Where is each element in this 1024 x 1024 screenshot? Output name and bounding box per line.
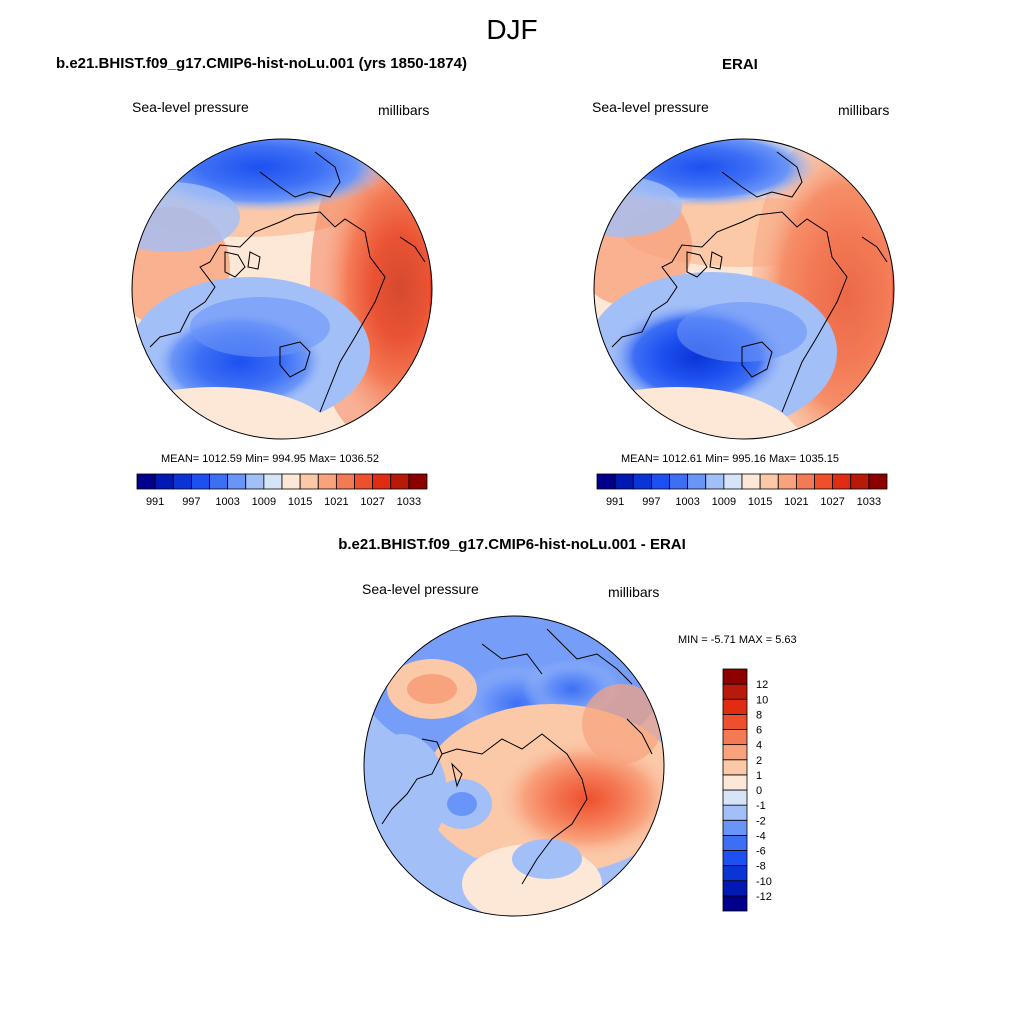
- panel-2-variable-label: Sea-level pressure: [592, 99, 709, 115]
- panel-2-units-label: millibars: [838, 102, 890, 118]
- panel-3-colorbar-tick-label: -8: [756, 861, 766, 873]
- panel-3-colorbar-color-box: [722, 759, 748, 776]
- panel-3-title: b.e21.BHIST.f09_g17.CMIP6-hist-noLu.001 …: [338, 536, 686, 553]
- panel-1-colorbar-color-box: [317, 473, 337, 490]
- panel-3-colorbar-color-box: [722, 774, 748, 791]
- panel-1-colorbar-tick-label: 1027: [360, 496, 384, 508]
- panel-1-colorbar-color-box: [245, 473, 265, 490]
- panel-3-colorbar-tick-label: 12: [756, 679, 768, 691]
- panel-1-colorbar-color-box: [372, 473, 392, 490]
- panel-1-colorbar-color-box: [209, 473, 229, 490]
- panel-3-colorbar-color-box: [722, 729, 748, 746]
- panel-2-stats: MEAN= 1012.61 Min= 995.16 Max= 1035.15: [621, 453, 840, 465]
- panel-1-colorbar-tick-label: 997: [182, 496, 200, 508]
- panel-2-colorbar-color-box: [687, 473, 707, 490]
- panel-3-colorbar-tick-label: 0: [756, 785, 762, 797]
- panel-3-colorbar-color-box: [722, 668, 748, 685]
- panel-1-title: b.e21.BHIST.f09_g17.CMIP6-hist-noLu.001 …: [56, 55, 467, 72]
- panel-1-colorbar-color-box: [390, 473, 410, 490]
- panel-3-colorbar-color-box: [722, 804, 748, 821]
- panel-2-colorbar-color-box: [814, 473, 834, 490]
- panel-1-colorbar-tick-label: 991: [146, 496, 164, 508]
- panel-3-colorbar-tick-label: 2: [756, 755, 762, 767]
- panel-1-colorbar-color-box: [335, 473, 355, 490]
- panel-3-colorbar-tick-label: -4: [756, 830, 766, 842]
- panel-3-colorbar-color-box: [722, 895, 748, 912]
- panel-2-colorbar-color-box: [669, 473, 689, 490]
- panel-2-colorbar-color-box: [632, 473, 652, 490]
- panel-1-colorbar-color-box: [227, 473, 247, 490]
- panel-2-colorbar-color-box: [705, 473, 725, 490]
- panel-2-colorbar-tick-label: 1009: [712, 496, 736, 508]
- panel-3-polar-map: [363, 615, 665, 917]
- panel-1-colorbar-color-box: [281, 473, 301, 490]
- panel-1-stats: MEAN= 1012.59 Min= 994.95 Max= 1036.52: [161, 453, 380, 465]
- panel-3-colorbar-tick-label: 1: [756, 770, 762, 782]
- panel-1-colorbar-tick-label: 1033: [397, 496, 421, 508]
- panel-3-colorbar-color-box: [722, 789, 748, 806]
- panel-3-colorbar-tick-label: -12: [756, 891, 772, 903]
- panel-3-colorbar-color-box: [722, 744, 748, 761]
- panel-1-colorbar-color-box: [154, 473, 174, 490]
- panel-2-colorbar-tick-label: 1027: [820, 496, 844, 508]
- panel-3-colorbar-tick-label: -10: [756, 876, 772, 888]
- panel-3-colorbar-color-box: [722, 698, 748, 715]
- panel-3-variable-label: Sea-level pressure: [362, 581, 479, 597]
- panel-3-stats: MIN = -5.71 MAX = 5.63: [678, 634, 797, 646]
- panel-2-colorbar-color-box: [614, 473, 634, 490]
- panel-1-colorbar-color-box: [299, 473, 319, 490]
- panel-3-colorbar-color-box: [722, 819, 748, 836]
- panel-3-colorbar-color-box: [722, 713, 748, 730]
- panel-3-colorbar-color-box: [722, 880, 748, 897]
- panel-1-units-label: millibars: [378, 102, 430, 118]
- panel-3-colorbar-tick-label: 8: [756, 709, 762, 721]
- panel-3-colorbar-tick-label: 6: [756, 725, 762, 737]
- panel-2-colorbar-tick-label: 997: [642, 496, 660, 508]
- panel-1-colorbar-color-box: [172, 473, 192, 490]
- panel-2-colorbar: 991 997 1003 1009 1015 1021 1027 1033: [596, 473, 888, 508]
- panel-1-colorbar-color-box: [190, 473, 210, 490]
- panel-3-units-label: millibars: [608, 584, 660, 600]
- panel-2-colorbar-tick-label: 1003: [675, 496, 699, 508]
- panel-1-colorbar-tick-label: 1009: [252, 496, 276, 508]
- panel-2-colorbar-color-box: [832, 473, 852, 490]
- panel-3-colorbar-tick-label: 4: [756, 740, 762, 752]
- panel-1-colorbar-color-box: [136, 473, 156, 490]
- panel-1-colorbar-tick-label: 1015: [288, 496, 312, 508]
- panel-1-colorbar-tick-label: 1021: [324, 496, 348, 508]
- panel-2-colorbar-tick-label: 991: [606, 496, 624, 508]
- panel-3-colorbar-tick-label: 10: [756, 694, 768, 706]
- panel-2-colorbar-color-box: [868, 473, 888, 490]
- panel-2-colorbar-color-box: [777, 473, 797, 490]
- panel-2-colorbar-tick-label: 1015: [748, 496, 772, 508]
- panel-1-colorbar: 991 997 1003 1009 1015 1021 1027 1033: [136, 473, 428, 508]
- panel-3-colorbar-color-box: [722, 850, 748, 867]
- panel-1-polar-map: [131, 138, 433, 440]
- panel-2-polar-map: [593, 138, 895, 440]
- panel-1-colorbar-color-box: [263, 473, 283, 490]
- panel-3-colorbar-tick-label: -2: [756, 815, 766, 827]
- panel-3-colorbar-color-box: [722, 683, 748, 700]
- panel-3-colorbar-color-box: [722, 834, 748, 851]
- panel-2-title: ERAI: [722, 56, 758, 73]
- panel-3-colorbar-tick-label: -6: [756, 846, 766, 858]
- panel-2-colorbar-color-box: [723, 473, 743, 490]
- panel-2-colorbar-tick-label: 1033: [857, 496, 881, 508]
- panel-2-colorbar-color-box: [759, 473, 779, 490]
- panel-1-colorbar-tick-label: 1003: [215, 496, 239, 508]
- panel-3-colorbar-color-box: [722, 865, 748, 882]
- panel-1-colorbar-color-box: [354, 473, 374, 490]
- panel-2-colorbar-color-box: [850, 473, 870, 490]
- panel-2-colorbar-color-box: [795, 473, 815, 490]
- panel-2-colorbar-color-box: [596, 473, 616, 490]
- panel-2-colorbar-color-box: [741, 473, 761, 490]
- figure-title: DJF: [486, 14, 538, 45]
- panel-2-colorbar-color-box: [650, 473, 670, 490]
- panel-1-variable-label: Sea-level pressure: [132, 99, 249, 115]
- panel-1-colorbar-color-box: [408, 473, 428, 490]
- panel-2-colorbar-tick-label: 1021: [784, 496, 808, 508]
- panel-3-colorbar-tick-label: -1: [756, 800, 766, 812]
